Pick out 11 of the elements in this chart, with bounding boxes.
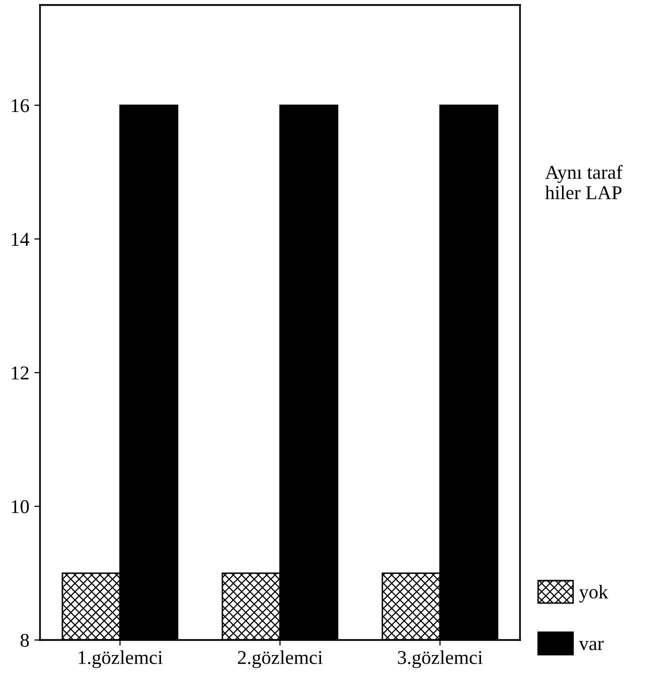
y-tick-label: 12 [12, 366, 29, 380]
x-tick-label: 1.gözlemci [78, 650, 163, 668]
y-tick-label: 8 [20, 634, 29, 647]
x-tick-label: 3.gözlemci [398, 650, 483, 668]
y-tick-label: 16 [12, 99, 30, 112]
y-tick-label: 10 [12, 500, 29, 514]
legend-label: yok [579, 584, 608, 603]
y-tick-label: 14 [12, 232, 30, 246]
x-tick-label: 2.gözlemci [238, 650, 323, 668]
legend-title: Aynı taraf hiler LAP [545, 165, 623, 200]
legend-label: var [578, 640, 604, 650]
